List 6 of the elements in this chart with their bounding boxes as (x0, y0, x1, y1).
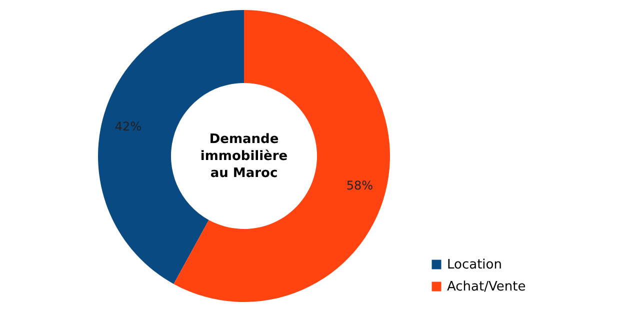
donut-slice (174, 10, 390, 302)
data-label: 58% (346, 178, 374, 193)
data-label: 42% (114, 119, 142, 134)
text: Demande immobilière au Maroc (200, 132, 288, 181)
legend-label: Location (447, 258, 502, 272)
legend-label: Achat/Vente (447, 280, 526, 294)
